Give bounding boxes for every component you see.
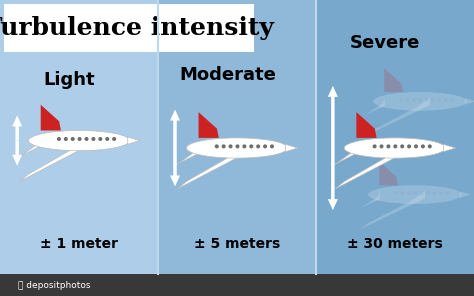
Text: Light: Light <box>44 71 95 89</box>
Circle shape <box>400 144 404 148</box>
Bar <box>316 0 474 274</box>
Polygon shape <box>174 143 199 167</box>
Polygon shape <box>177 144 248 189</box>
Circle shape <box>386 144 391 148</box>
Circle shape <box>431 98 435 102</box>
Circle shape <box>401 191 404 195</box>
Circle shape <box>407 144 411 148</box>
Circle shape <box>414 144 418 148</box>
Circle shape <box>256 144 260 148</box>
Circle shape <box>71 137 75 141</box>
Circle shape <box>412 98 416 102</box>
Text: ± 5 meters: ± 5 meters <box>194 237 280 251</box>
FancyArrow shape <box>170 110 180 148</box>
Text: Moderate: Moderate <box>179 67 276 84</box>
Polygon shape <box>365 98 430 136</box>
Ellipse shape <box>186 138 288 158</box>
Circle shape <box>91 137 95 141</box>
Circle shape <box>112 137 116 141</box>
Circle shape <box>432 191 436 195</box>
Circle shape <box>406 98 410 102</box>
Polygon shape <box>443 144 456 152</box>
Circle shape <box>263 144 267 148</box>
Text: ± 30 meters: ± 30 meters <box>347 237 443 251</box>
Text: ± 1 meter: ± 1 meter <box>40 237 118 251</box>
Bar <box>4 4 254 52</box>
Polygon shape <box>19 136 90 181</box>
Text: Turbulence intensity: Turbulence intensity <box>0 16 274 40</box>
Polygon shape <box>362 97 385 117</box>
Circle shape <box>445 191 449 195</box>
Circle shape <box>270 144 274 148</box>
Ellipse shape <box>28 131 130 151</box>
Polygon shape <box>335 144 406 189</box>
Polygon shape <box>199 112 219 138</box>
Circle shape <box>450 98 454 102</box>
Circle shape <box>439 191 443 195</box>
Polygon shape <box>465 98 474 105</box>
Circle shape <box>407 191 411 195</box>
Circle shape <box>78 137 82 141</box>
Polygon shape <box>357 190 380 210</box>
Polygon shape <box>356 112 377 138</box>
Polygon shape <box>285 144 298 152</box>
Circle shape <box>249 144 253 148</box>
Circle shape <box>98 137 102 141</box>
Circle shape <box>394 191 398 195</box>
Circle shape <box>57 137 61 141</box>
Text: Severe: Severe <box>350 34 420 52</box>
Polygon shape <box>379 162 398 185</box>
Polygon shape <box>128 137 140 144</box>
Circle shape <box>84 137 89 141</box>
Circle shape <box>380 144 383 148</box>
Circle shape <box>399 98 403 102</box>
Circle shape <box>438 98 441 102</box>
Polygon shape <box>384 68 403 92</box>
Circle shape <box>421 144 425 148</box>
Circle shape <box>373 144 377 148</box>
Circle shape <box>236 144 239 148</box>
Circle shape <box>426 191 430 195</box>
Circle shape <box>64 137 68 141</box>
Circle shape <box>444 98 447 102</box>
Circle shape <box>242 144 246 148</box>
Ellipse shape <box>368 185 462 204</box>
Circle shape <box>425 98 428 102</box>
FancyArrow shape <box>12 115 22 141</box>
Circle shape <box>393 144 397 148</box>
Circle shape <box>215 144 219 148</box>
Ellipse shape <box>373 92 466 111</box>
Polygon shape <box>41 105 61 131</box>
FancyArrow shape <box>170 148 180 186</box>
Polygon shape <box>332 143 357 167</box>
Bar <box>0 0 158 274</box>
Circle shape <box>105 137 109 141</box>
Text: ⓓ depositphotos: ⓓ depositphotos <box>18 281 91 289</box>
Bar <box>0 274 474 296</box>
Circle shape <box>419 98 422 102</box>
Circle shape <box>222 144 226 148</box>
FancyArrow shape <box>328 148 338 210</box>
Circle shape <box>413 191 417 195</box>
Polygon shape <box>360 191 425 230</box>
Bar <box>158 0 316 274</box>
Ellipse shape <box>344 138 446 158</box>
Polygon shape <box>460 191 471 198</box>
Circle shape <box>428 144 432 148</box>
Circle shape <box>420 191 423 195</box>
Circle shape <box>228 144 233 148</box>
FancyArrow shape <box>328 86 338 148</box>
Polygon shape <box>17 136 41 159</box>
FancyArrow shape <box>12 141 22 166</box>
